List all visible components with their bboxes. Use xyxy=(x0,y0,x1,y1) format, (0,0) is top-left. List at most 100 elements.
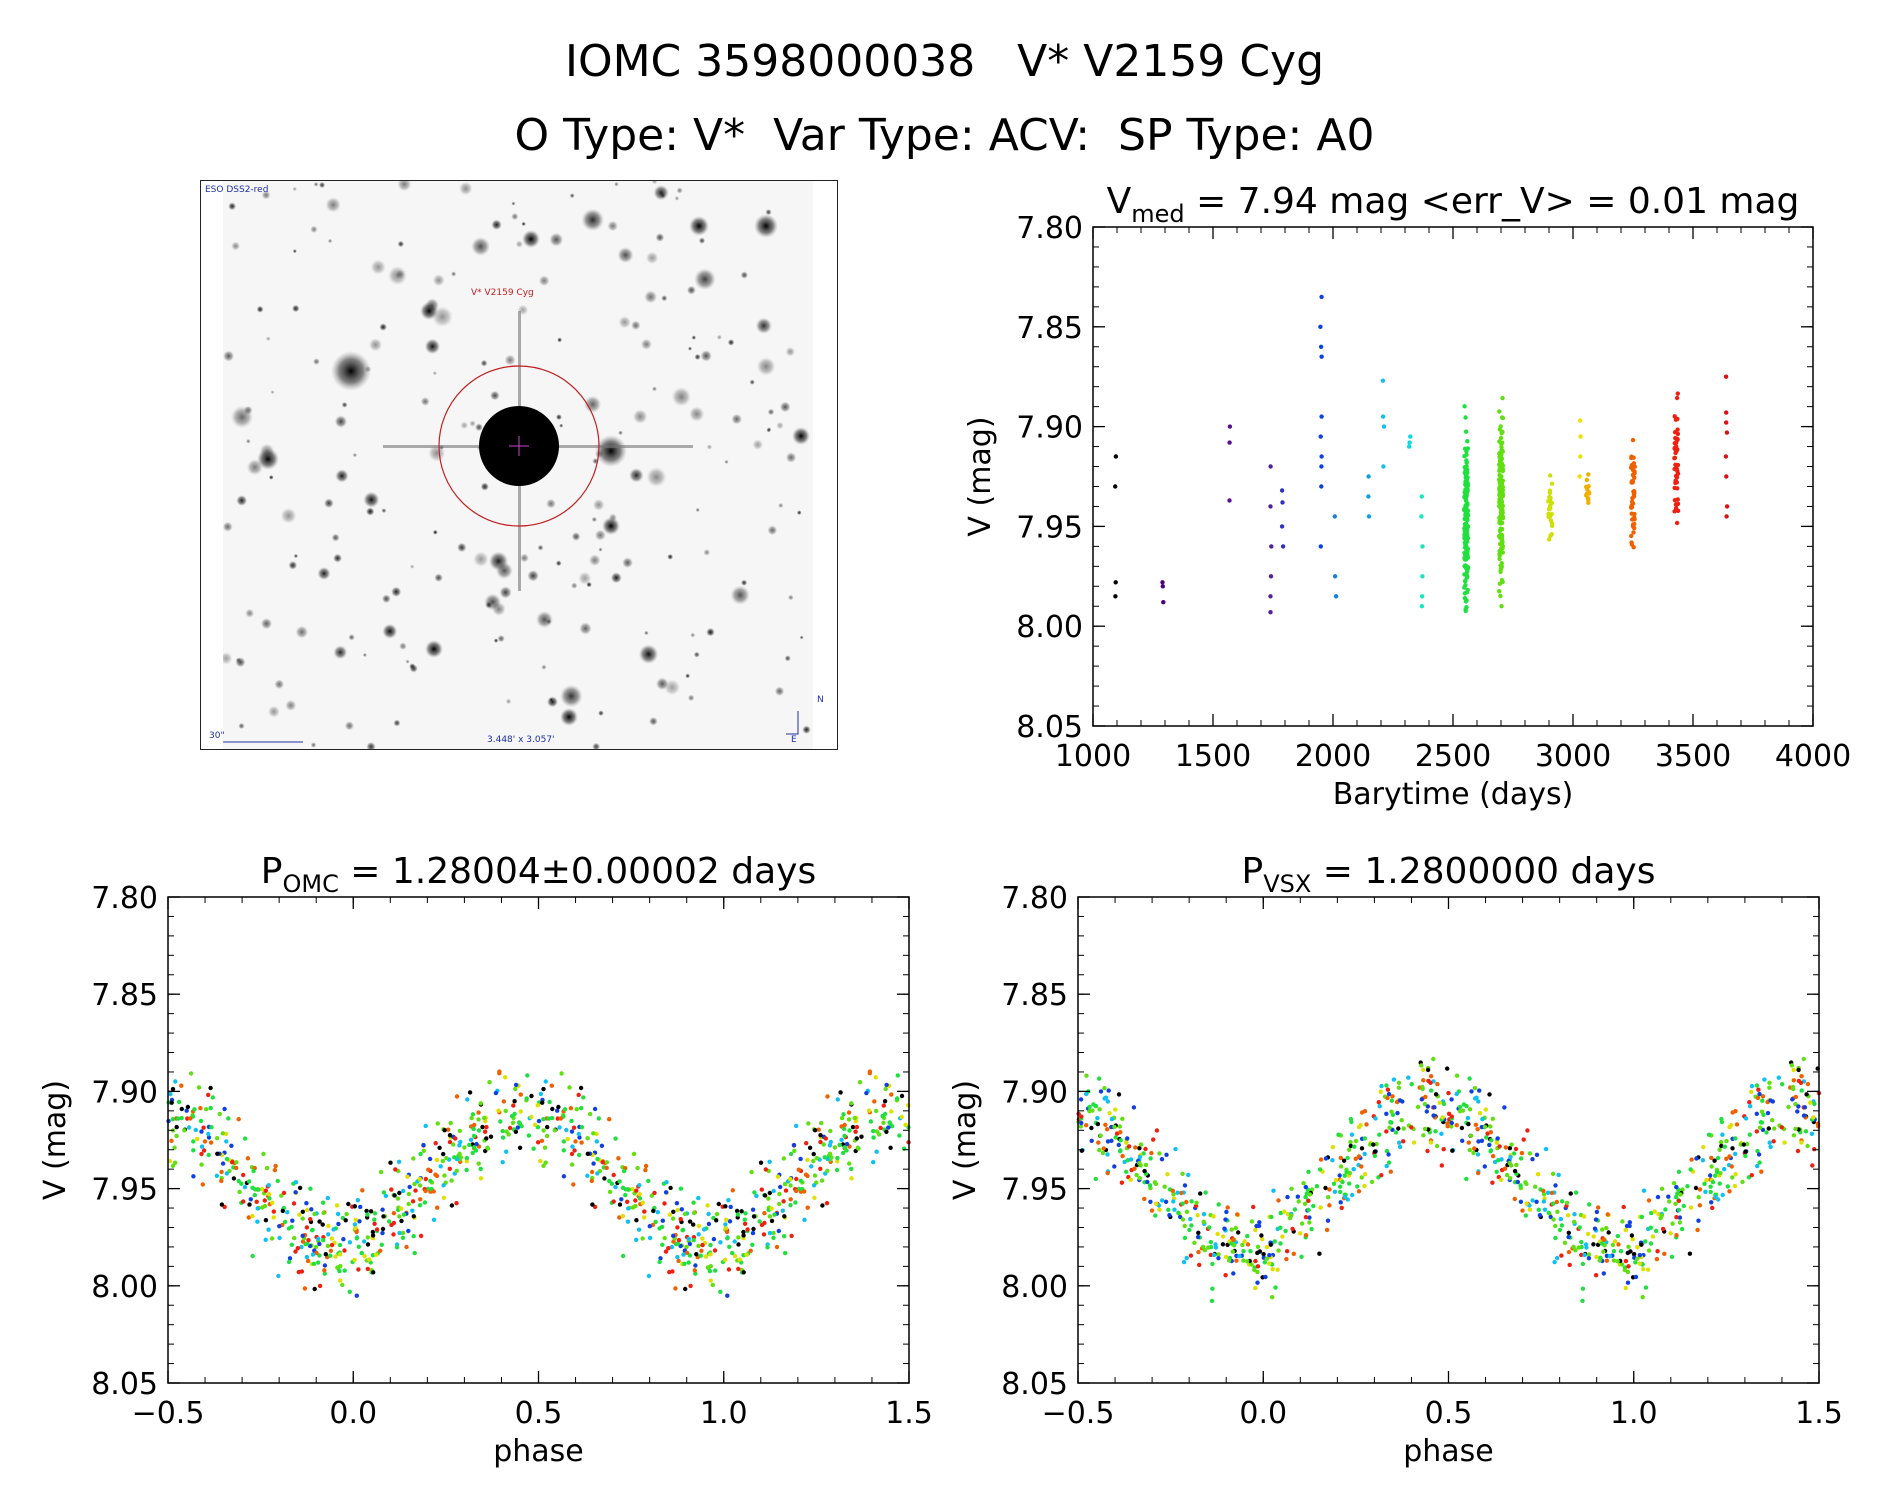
title-rest: = 7.94 mag <err_V> = 0.01 mag xyxy=(1185,181,1800,222)
data-point xyxy=(1743,1116,1749,1121)
data-point xyxy=(1549,523,1555,528)
data-point xyxy=(1463,529,1468,534)
data-point xyxy=(237,1189,242,1195)
data-point xyxy=(1499,489,1504,495)
data-point xyxy=(1093,1103,1099,1109)
data-point xyxy=(739,1260,744,1265)
data-point xyxy=(259,1186,265,1192)
star-mark xyxy=(420,302,438,320)
data-point xyxy=(1717,1173,1722,1178)
data-point xyxy=(1180,1201,1185,1206)
data-point xyxy=(1674,440,1679,445)
data-point xyxy=(1511,1151,1517,1156)
data-point xyxy=(353,1217,358,1223)
data-point xyxy=(1672,414,1677,419)
data-point xyxy=(219,1169,224,1175)
data-point xyxy=(1497,541,1503,547)
data-point xyxy=(780,1208,785,1213)
data-point xyxy=(1643,1239,1648,1244)
data-point xyxy=(852,1115,857,1121)
data-point xyxy=(1411,1126,1416,1132)
data-point xyxy=(782,1234,787,1239)
data-point xyxy=(190,1109,196,1114)
data-point xyxy=(1465,550,1470,556)
data-point xyxy=(1631,489,1636,494)
data-point xyxy=(811,1151,816,1157)
data-point xyxy=(895,1096,900,1101)
data-point xyxy=(1114,1131,1120,1136)
data-point xyxy=(369,1270,374,1275)
data-point xyxy=(841,1150,846,1156)
data-point xyxy=(1332,514,1338,519)
star-mark xyxy=(796,510,802,516)
star-mark xyxy=(260,617,273,630)
data-point xyxy=(758,1160,764,1165)
data-point xyxy=(1465,501,1470,506)
data-point xyxy=(652,1190,657,1196)
data-point xyxy=(1498,516,1504,521)
data-point xyxy=(1105,1152,1110,1157)
data-point xyxy=(1497,473,1503,478)
data-point xyxy=(1696,1218,1701,1223)
data-point xyxy=(256,1187,261,1192)
data-point xyxy=(1666,1194,1671,1199)
data-point xyxy=(1079,1120,1084,1126)
data-point xyxy=(191,1139,196,1144)
data-point xyxy=(1546,1210,1552,1216)
data-point xyxy=(1189,1199,1194,1204)
east-label: E xyxy=(791,735,797,745)
data-point xyxy=(266,1183,271,1188)
data-point xyxy=(1497,501,1502,506)
data-point xyxy=(1629,504,1634,510)
data-point xyxy=(589,1178,594,1184)
data-point xyxy=(509,1113,515,1119)
data-point xyxy=(500,1128,505,1134)
data-point xyxy=(1551,1217,1556,1222)
data-point xyxy=(1579,1252,1584,1258)
data-point xyxy=(1553,1223,1558,1229)
data-point xyxy=(1324,1227,1330,1233)
data-point xyxy=(638,1202,643,1207)
data-point xyxy=(1409,1125,1414,1130)
data-point xyxy=(1476,1139,1481,1144)
data-point xyxy=(1182,1223,1187,1229)
data-point xyxy=(170,1163,176,1169)
data-point xyxy=(470,1150,475,1156)
data-point xyxy=(333,1254,338,1259)
data-point xyxy=(1299,1254,1304,1260)
data-point xyxy=(722,1257,728,1263)
data-point xyxy=(1179,1190,1184,1196)
data-point xyxy=(1128,1177,1133,1183)
data-point xyxy=(1565,1213,1571,1218)
data-point xyxy=(358,1204,363,1210)
data-point xyxy=(1348,1139,1353,1145)
data-point xyxy=(865,1088,871,1094)
data-point xyxy=(1227,1255,1233,1261)
data-point xyxy=(1499,534,1504,539)
data-point xyxy=(1090,1108,1095,1113)
data-point xyxy=(1425,1127,1431,1132)
data-point xyxy=(352,1257,357,1263)
data-point xyxy=(1632,525,1637,531)
data-point xyxy=(1396,1085,1402,1090)
data-point xyxy=(1278,1225,1283,1230)
data-point xyxy=(1678,1192,1683,1197)
data-point xyxy=(1674,436,1679,442)
data-point xyxy=(1672,485,1677,491)
data-point xyxy=(263,1237,268,1243)
data-point xyxy=(637,1192,642,1197)
data-point xyxy=(1650,1234,1656,1239)
data-point xyxy=(239,1200,244,1206)
data-point xyxy=(1378,1089,1383,1095)
data-point xyxy=(666,1246,671,1251)
data-point xyxy=(1672,455,1678,460)
data-point xyxy=(1306,1207,1311,1213)
data-point xyxy=(1351,1167,1356,1172)
data-point xyxy=(1463,579,1468,584)
data-point xyxy=(307,1243,313,1249)
data-point xyxy=(199,1144,205,1149)
data-point xyxy=(1728,1123,1734,1128)
data-point xyxy=(1465,512,1470,517)
data-point xyxy=(1499,533,1504,538)
data-point xyxy=(1789,1060,1794,1065)
